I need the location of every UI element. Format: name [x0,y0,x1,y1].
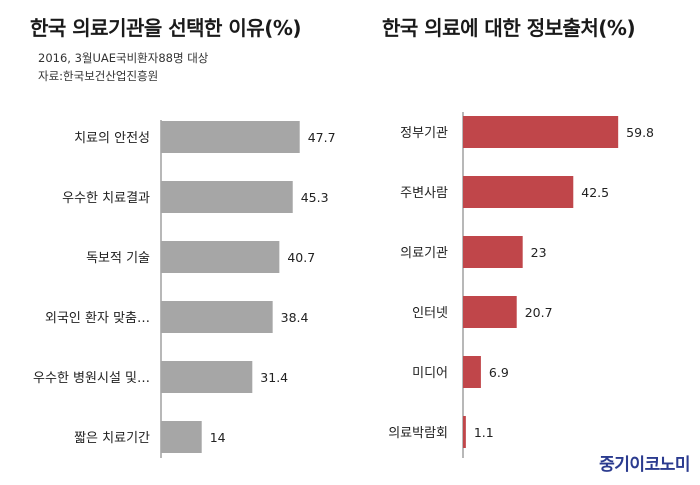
source-value-label-2: 23 [531,245,547,260]
reason-value-label-1: 45.3 [301,190,329,205]
source-note: 자료:한국보건산업진흥원 [38,69,159,83]
source-bar-2 [463,236,523,268]
reason-bar-3 [161,301,273,333]
reason-category-label-3: 외국인 환자 맞춤… [45,311,150,326]
brand-logo: 중기이코노미 [599,455,690,475]
reason-category-label-4: 우수한 병원시설 및… [33,371,150,386]
survey-note: 2016, 3월UAE국비환자88명 대상 [38,51,209,65]
source-bar-4 [463,356,481,388]
reason-bar-4 [161,361,253,393]
source-category-label-1: 주변사람 [400,186,448,201]
reason-bar-0 [161,121,300,153]
source-value-label-4: 6.9 [489,365,509,380]
source-category-label-4: 미디어 [412,366,448,381]
reason-category-label-0: 치료의 안전성 [74,131,150,146]
source-value-label-5: 1.1 [474,425,494,440]
source-category-label-2: 의료기관 [400,246,448,261]
source-bar-1 [463,176,574,208]
source-value-label-1: 42.5 [581,185,609,200]
source-category-label-0: 정부기관 [400,126,448,141]
reason-bar-1 [161,181,293,213]
source-category-label-3: 인터넷 [412,306,448,321]
reason-value-label-4: 31.4 [260,370,288,385]
source-value-label-3: 20.7 [525,305,553,320]
reason-category-label-2: 독보적 기술 [86,251,150,266]
source-bar-0 [463,116,619,148]
source-category-label-5: 의료박람회 [388,426,448,441]
source-bar-5 [463,416,466,448]
source-value-label-0: 59.8 [626,125,654,140]
reason-value-label-5: 14 [210,430,226,445]
reason-category-label-5: 짧은 치료기간 [74,431,150,446]
reason-category-label-1: 우수한 치료결과 [62,191,150,206]
left-chart-title: 한국 의료기관을 선택한 이유(%) [30,16,302,40]
reason-bar-2 [161,241,280,273]
reason-value-label-3: 38.4 [281,310,309,325]
source-bar-3 [463,296,517,328]
right-chart-title: 한국 의료에 대한 정보출처(%) [382,16,636,40]
reason-bar-5 [161,421,202,453]
reason-value-label-0: 47.7 [308,130,336,145]
reason-value-label-2: 40.7 [287,250,315,265]
